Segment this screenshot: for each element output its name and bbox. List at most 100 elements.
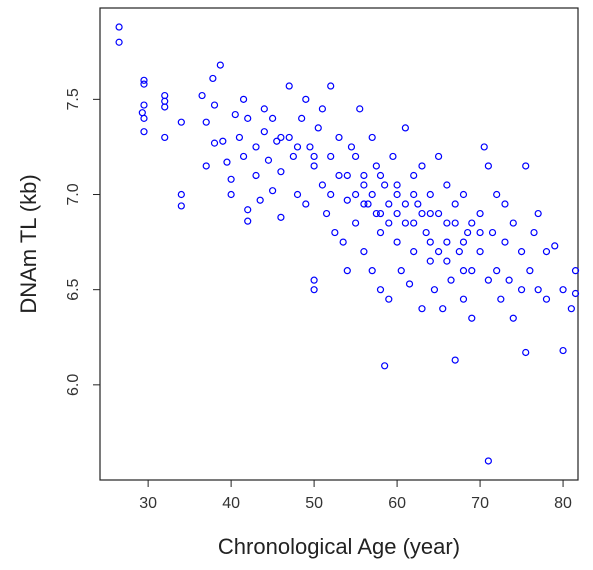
point bbox=[331, 228, 339, 237]
x-tick-label: 40 bbox=[222, 495, 240, 512]
point bbox=[464, 228, 472, 237]
point bbox=[360, 171, 368, 180]
point bbox=[434, 248, 443, 256]
x-tick-label: 70 bbox=[471, 495, 489, 512]
point bbox=[376, 171, 385, 180]
point bbox=[517, 248, 526, 256]
point bbox=[235, 133, 244, 142]
point bbox=[227, 175, 235, 183]
point bbox=[140, 114, 148, 122]
point bbox=[115, 38, 123, 46]
point bbox=[302, 200, 310, 208]
point bbox=[202, 162, 210, 170]
point bbox=[468, 314, 476, 322]
point bbox=[277, 168, 285, 176]
point bbox=[443, 219, 451, 227]
point bbox=[356, 105, 364, 113]
point bbox=[302, 95, 310, 103]
point bbox=[372, 162, 380, 170]
point bbox=[335, 171, 343, 180]
point bbox=[252, 171, 260, 180]
point bbox=[401, 219, 409, 227]
point bbox=[322, 209, 331, 218]
point bbox=[505, 276, 513, 284]
x-tick-label: 50 bbox=[305, 495, 323, 512]
point bbox=[468, 219, 476, 227]
point bbox=[277, 213, 285, 221]
point bbox=[219, 137, 227, 145]
point bbox=[318, 105, 327, 113]
point bbox=[244, 206, 252, 214]
point bbox=[418, 305, 426, 313]
point bbox=[161, 97, 169, 105]
point bbox=[140, 128, 148, 136]
point bbox=[451, 356, 459, 364]
point bbox=[480, 143, 488, 151]
point bbox=[542, 248, 551, 256]
point bbox=[227, 190, 235, 199]
point bbox=[310, 286, 318, 294]
point bbox=[161, 103, 169, 111]
point bbox=[509, 314, 517, 322]
point bbox=[410, 171, 418, 180]
point bbox=[468, 267, 476, 275]
point bbox=[459, 267, 468, 275]
point bbox=[289, 152, 297, 161]
point bbox=[434, 209, 443, 218]
point bbox=[360, 200, 368, 208]
point bbox=[177, 190, 185, 199]
point bbox=[567, 305, 575, 313]
point bbox=[161, 91, 169, 100]
point bbox=[343, 171, 351, 180]
point bbox=[310, 152, 318, 161]
x-tick-label: 30 bbox=[139, 495, 157, 512]
point bbox=[239, 152, 248, 161]
point bbox=[493, 267, 501, 275]
point bbox=[161, 133, 169, 142]
point bbox=[484, 162, 492, 170]
x-tick-label: 60 bbox=[388, 495, 406, 512]
point bbox=[140, 80, 148, 88]
point bbox=[372, 209, 380, 218]
point bbox=[347, 143, 356, 151]
point bbox=[368, 190, 376, 199]
point bbox=[273, 137, 281, 145]
point bbox=[360, 181, 368, 189]
point bbox=[198, 91, 206, 100]
y-axis-label: DNAm TL (kb) bbox=[16, 174, 41, 313]
point bbox=[343, 267, 351, 275]
point bbox=[252, 143, 260, 151]
point bbox=[351, 190, 360, 199]
point bbox=[426, 238, 434, 246]
point bbox=[210, 139, 219, 147]
point bbox=[264, 156, 273, 164]
point bbox=[459, 238, 468, 246]
point bbox=[256, 196, 264, 204]
point bbox=[443, 181, 451, 189]
point bbox=[339, 238, 347, 246]
point bbox=[140, 76, 148, 84]
point bbox=[376, 228, 385, 237]
point bbox=[209, 74, 217, 83]
point bbox=[393, 190, 401, 199]
point bbox=[393, 209, 401, 218]
point bbox=[430, 286, 439, 294]
point bbox=[210, 101, 219, 109]
point bbox=[397, 267, 405, 275]
point bbox=[542, 295, 551, 303]
point bbox=[364, 200, 372, 208]
point bbox=[140, 101, 148, 109]
point bbox=[484, 457, 492, 465]
point bbox=[517, 286, 526, 294]
point bbox=[223, 158, 231, 166]
point bbox=[393, 181, 401, 189]
point bbox=[327, 152, 335, 161]
point bbox=[351, 219, 360, 227]
point bbox=[260, 128, 268, 136]
point bbox=[401, 200, 409, 208]
point bbox=[509, 219, 517, 227]
y-tick-label: 6.5 bbox=[65, 278, 82, 300]
point bbox=[385, 295, 393, 303]
point bbox=[439, 305, 447, 313]
point bbox=[451, 200, 459, 208]
